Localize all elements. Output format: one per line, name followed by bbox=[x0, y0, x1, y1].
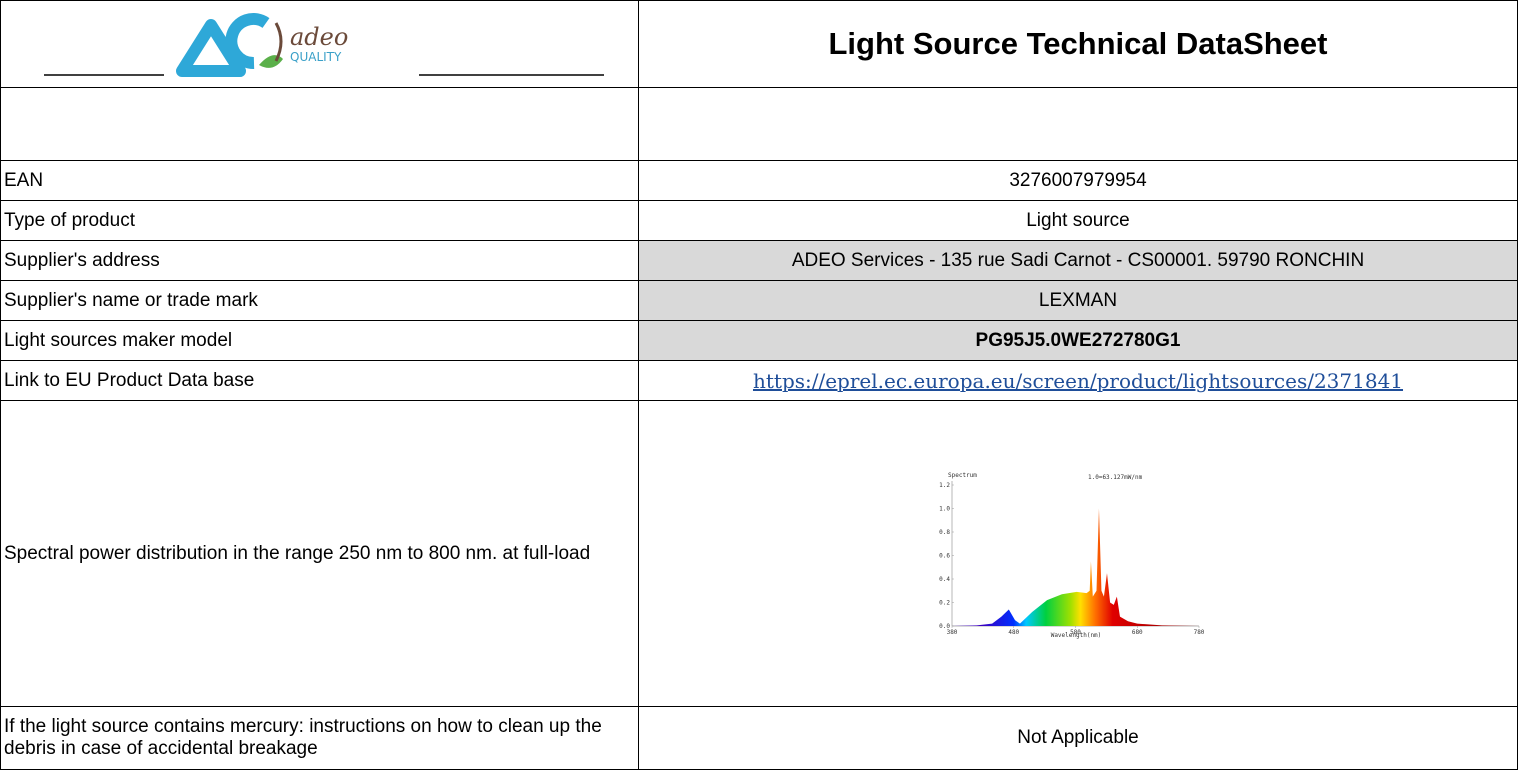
y-tick-label: 1.0 bbox=[939, 505, 950, 512]
row-label: Spectral power distribution in the range… bbox=[0, 400, 639, 707]
spectrum-chart: 0.0 0.2 0.4 0.6 0.8 1.0 1.2 380 480 580 680 780 Spec… bbox=[939, 472, 1205, 639]
row-label: Supplier's name or trade mark bbox=[0, 280, 639, 321]
y-tick-label: 0.6 bbox=[939, 552, 950, 559]
logo-cell: adeo QUALITY bbox=[0, 0, 639, 88]
spectrum-area bbox=[952, 508, 1199, 626]
y-tick-label: 0.4 bbox=[939, 576, 950, 583]
y-tick-label: 1.2 bbox=[939, 482, 950, 489]
x-tick-label: 580 bbox=[1070, 629, 1081, 636]
y-tick-label: 0.8 bbox=[939, 529, 950, 536]
row-value: https://eprel.ec.europa.eu/screen/produc… bbox=[638, 360, 1518, 401]
row-label: Supplier's address bbox=[0, 240, 639, 281]
link[interactable]: https://eprel.ec.europa.eu/screen/produc… bbox=[752, 368, 1404, 393]
row-value: LEXMAN bbox=[638, 280, 1518, 321]
empty-cell bbox=[0, 87, 639, 161]
chart-title: Spectrum bbox=[948, 472, 977, 479]
row-label: Link to EU Product Data base bbox=[0, 360, 639, 401]
row-label: If the light source contains mercury: in… bbox=[0, 706, 639, 770]
x-tick-label: 680 bbox=[1132, 629, 1143, 636]
title: Light Source Technical DataSheet bbox=[638, 0, 1518, 88]
empty-cell bbox=[638, 87, 1518, 161]
spectrum-cell: 0.0 0.2 0.4 0.6 0.8 1.0 1.2 380 480 580 680 780 Spec… bbox=[638, 400, 1518, 707]
x-tick-label: 480 bbox=[1008, 629, 1019, 636]
row-value: Not Applicable bbox=[638, 706, 1518, 770]
annotation: 1.0=63.127mW/nm bbox=[1088, 474, 1143, 481]
x-axis-label: Wavelength(nm) bbox=[1051, 632, 1102, 639]
logo: adeo QUALITY bbox=[44, 13, 604, 77]
row-value: PG95J5.0WE272780G1 bbox=[638, 320, 1518, 361]
y-tick-label: 0.0 bbox=[939, 623, 950, 630]
x-tick-label: 780 bbox=[1194, 629, 1205, 636]
row-label: Type of product bbox=[0, 200, 639, 241]
y-tick-label: 0.2 bbox=[939, 599, 950, 606]
row-label: Light sources maker model bbox=[0, 320, 639, 361]
x-tick-label: 380 bbox=[947, 629, 958, 636]
row-label: EAN bbox=[0, 160, 639, 201]
logo-brand: adeo bbox=[290, 23, 348, 51]
row-value: Light source bbox=[638, 200, 1518, 241]
logo-tagline: QUALITY bbox=[290, 50, 342, 64]
row-value: 3276007979954 bbox=[638, 160, 1518, 201]
row-value: ADEO Services - 135 rue Sadi Carnot - CS… bbox=[638, 240, 1518, 281]
